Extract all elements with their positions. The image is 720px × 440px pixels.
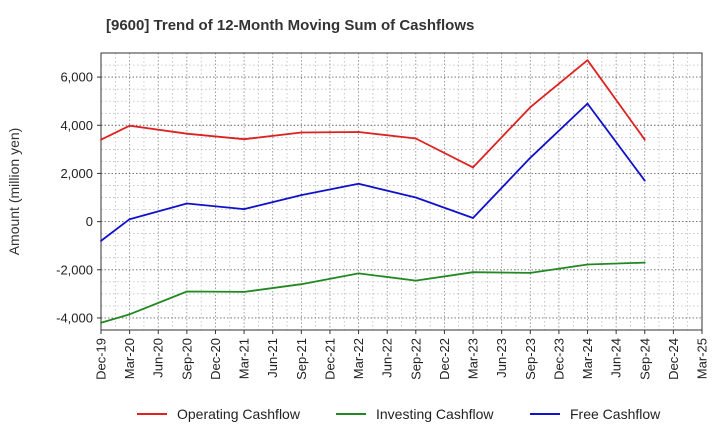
x-tick-label: Sep-21 (294, 338, 309, 380)
x-tick-label: Dec-24 (666, 338, 681, 380)
x-tick-label: Mar-25 (695, 338, 710, 379)
free-cashflow-point (529, 156, 532, 159)
plot-frame (100, 52, 703, 331)
free-cashflow-point (414, 196, 417, 199)
y-tick-label: 2,000 (60, 166, 93, 181)
legend-label: Operating Cashflow (177, 406, 301, 422)
y-tick-label: 0 (86, 214, 93, 229)
x-tick-label: Sep-24 (637, 338, 652, 380)
x-tick-label: Dec-19 (94, 338, 109, 380)
x-tick-label: Mar-23 (466, 338, 481, 379)
investing-cashflow-point (357, 272, 360, 275)
free-cashflow-point (643, 179, 646, 182)
free-cashflow-point (243, 208, 245, 210)
operating-cashflow-point (243, 138, 245, 141)
free-cashflow-point (472, 217, 474, 219)
free-cashflow-point (185, 202, 188, 205)
operating-cashflow-point (529, 106, 532, 109)
legend-label: Investing Cashflow (376, 406, 494, 422)
free-cashflow-point (357, 182, 360, 185)
x-tick-label: Dec-22 (437, 338, 452, 380)
plot-background (101, 53, 702, 330)
x-tick-label: Sep-23 (523, 338, 538, 380)
x-tick-label: Jun-20 (151, 338, 166, 378)
x-tick-label: Jun-22 (380, 338, 395, 378)
operating-cashflow-point (586, 59, 589, 62)
operating-cashflow-point (472, 166, 474, 169)
free-cashflow-point (100, 239, 102, 242)
x-tick-label: Mar-24 (580, 338, 595, 379)
y-tick-label: 6,000 (60, 70, 93, 85)
legend-label: Free Cashflow (570, 406, 661, 422)
investing-cashflow-point (128, 313, 131, 316)
operating-cashflow-point (185, 132, 188, 135)
operating-cashflow-point (300, 131, 303, 134)
investing-cashflow-point (529, 272, 532, 274)
x-tick-label: Dec-23 (551, 338, 566, 380)
plot-area: -4,000 -2,000 0 2,000 4,000 6,000 Dec-19 Mar-20… (6, 52, 710, 380)
x-tick-label: Jun-21 (265, 338, 280, 378)
x-tick-label: Dec-20 (208, 338, 223, 380)
operating-cashflow-point (100, 138, 102, 141)
legend: Operating Cashflow Investing Cashflow Free… (137, 406, 661, 422)
operating-cashflow-point (414, 137, 417, 140)
investing-cashflow-point (472, 271, 474, 274)
y-tick-label: -4,000 (56, 310, 93, 325)
investing-cashflow-point (300, 283, 303, 286)
investing-cashflow-point (185, 290, 188, 293)
free-cashflow-point (586, 102, 589, 105)
investing-cashflow-point (586, 263, 589, 266)
x-tick-label: Dec-21 (322, 338, 337, 380)
y-tick-label: 4,000 (60, 118, 93, 133)
x-tick-label: Jun-23 (494, 338, 509, 378)
free-cashflow-point (300, 194, 303, 197)
investing-cashflow-point (643, 261, 646, 264)
chart-title: [9600] Trend of 12-Month Moving Sum of C… (106, 17, 474, 34)
investing-cashflow-point (243, 291, 245, 293)
operating-cashflow-point (128, 124, 131, 127)
x-tick-label: Jun-24 (609, 338, 624, 378)
x-tick-label: Sep-22 (408, 338, 423, 380)
investing-cashflow-point (414, 279, 417, 282)
y-tick-label: -2,000 (56, 262, 93, 277)
free-cashflow-point (128, 218, 131, 221)
x-tick-label: Mar-20 (122, 338, 137, 379)
operating-cashflow-point (357, 131, 360, 133)
x-tick-label: Sep-20 (179, 338, 194, 380)
operating-cashflow-point (643, 138, 646, 141)
x-tick-label: Mar-21 (237, 338, 252, 379)
x-tick-label: Mar-22 (351, 338, 366, 379)
investing-cashflow-point (100, 321, 102, 324)
y-axis-label: Amount (million yen) (6, 128, 22, 256)
